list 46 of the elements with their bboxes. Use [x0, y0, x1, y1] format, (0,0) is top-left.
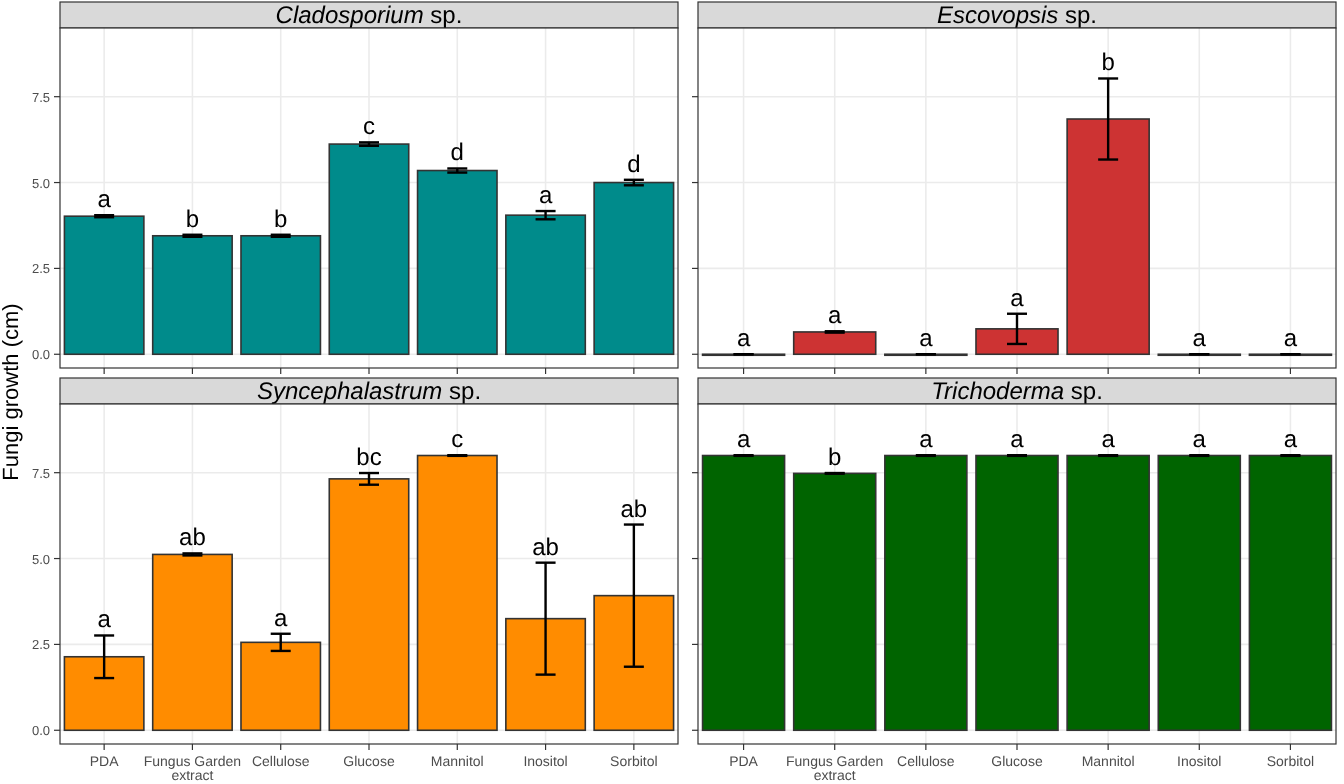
annotation: bc [356, 443, 382, 472]
annotation: b [274, 204, 289, 233]
annotation: a [97, 185, 112, 214]
annotation: b [1101, 48, 1116, 77]
annotation: c [451, 425, 464, 454]
annotation: a [919, 425, 934, 454]
bar [1066, 118, 1150, 356]
bar [328, 143, 410, 356]
bar [240, 234, 322, 356]
bar [975, 328, 1059, 356]
bar [505, 617, 587, 732]
annotation: a [1101, 425, 1116, 454]
annotation: ab [532, 532, 560, 561]
annotation: b [185, 204, 200, 233]
annotation: a [1192, 425, 1207, 454]
annotation: a [97, 605, 112, 634]
annotation: a [736, 425, 751, 454]
annotation: a [828, 301, 843, 330]
bar [240, 641, 322, 732]
annotation: d [450, 138, 464, 167]
bar [792, 331, 877, 356]
chart-title: Syncephalastrum sp. [256, 377, 482, 405]
bar [505, 214, 587, 356]
annotation: d [627, 149, 641, 178]
annotation: a [1283, 425, 1298, 454]
annotation: a [919, 324, 934, 353]
bar [151, 553, 233, 732]
annotation: a [538, 181, 553, 210]
bar [416, 454, 498, 732]
annotation: a [1010, 425, 1025, 454]
annotation: a [274, 603, 289, 632]
annotation: c [363, 112, 375, 141]
bar [328, 478, 410, 732]
annotation: a [736, 324, 751, 353]
chart-title: Escovopsis sp. [936, 1, 1098, 29]
annotation: ab [179, 523, 207, 552]
annotation: a [1010, 283, 1025, 312]
annotation: b [828, 443, 843, 472]
annotation: ab [620, 494, 648, 523]
bar [416, 169, 498, 356]
bar [151, 234, 233, 356]
annotation: a [1283, 324, 1298, 353]
chart-title: Cladosporium sp. [275, 1, 463, 29]
chart-title: Trichoderma sp. [931, 377, 1103, 405]
annotation: a [1192, 324, 1207, 353]
y-axis-title: Fungi growth (cm) [0, 303, 24, 481]
